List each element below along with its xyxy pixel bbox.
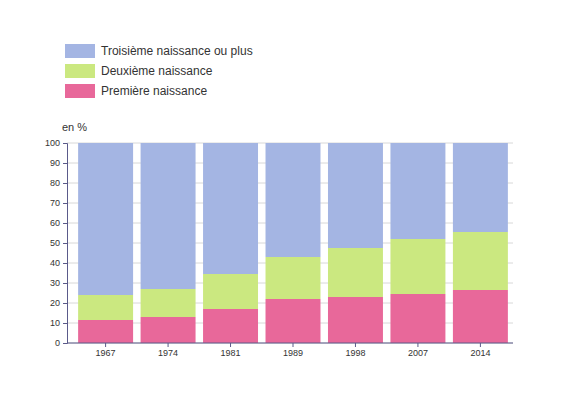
- y-tick-mark: [63, 203, 67, 204]
- y-tick-label: 80: [50, 178, 60, 188]
- bar-segment: [266, 299, 321, 343]
- legend-swatch: [65, 44, 95, 58]
- y-tick-label: 40: [50, 258, 60, 268]
- x-tick: 1967: [96, 343, 116, 358]
- x-tick: 1989: [283, 343, 303, 358]
- bar-segment: [328, 143, 383, 248]
- bar-segment: [203, 143, 258, 274]
- y-tick: 40: [50, 258, 67, 268]
- legend: Troisième naissance ou plus Deuxième nais…: [65, 44, 253, 98]
- bar-segment: [390, 239, 445, 294]
- y-tick: 0: [55, 338, 67, 348]
- y-tick: 30: [50, 278, 67, 288]
- x-tick-mark: [293, 343, 294, 347]
- x-tick-label: 1981: [221, 348, 241, 358]
- bar-segment: [453, 143, 508, 232]
- y-axis: 0 10 20 30 40 50 60 70 80 90 100: [45, 138, 68, 348]
- x-tick-label: 1989: [283, 348, 303, 358]
- bars: [78, 143, 508, 343]
- y-tick: 60: [50, 218, 67, 228]
- y-tick-label: 70: [50, 198, 60, 208]
- bar-segment: [453, 290, 508, 343]
- grid-line: [67, 343, 513, 344]
- y-tick-mark: [63, 283, 67, 284]
- y-tick-label: 0: [55, 338, 60, 348]
- y-tick-mark: [63, 323, 67, 324]
- x-tick-label: 2014: [470, 348, 490, 358]
- y-tick-label: 90: [50, 158, 60, 168]
- grid: [67, 143, 513, 343]
- y-tick-label: 50: [50, 238, 60, 248]
- y-tick: 90: [50, 158, 67, 168]
- bar-segment: [141, 317, 196, 343]
- y-tick: 50: [50, 238, 67, 248]
- bar-segment: [328, 248, 383, 297]
- bar-segment: [266, 143, 321, 257]
- x-axis: 1967 1974 1981 1989 1998 2007 2014: [67, 343, 513, 358]
- x-tick: 2014: [470, 343, 490, 358]
- x-tick-label: 2007: [408, 348, 428, 358]
- x-tick-mark: [168, 343, 169, 347]
- x-tick: 1998: [345, 343, 365, 358]
- y-tick-label: 60: [50, 218, 60, 228]
- bar-segment: [390, 294, 445, 343]
- x-tick: 1981: [221, 343, 241, 358]
- legend-swatch: [65, 64, 95, 78]
- y-tick-label: 100: [45, 138, 60, 148]
- x-tick-label: 1974: [158, 348, 178, 358]
- y-tick: 80: [50, 178, 67, 188]
- bar-segment: [453, 232, 508, 290]
- y-tick: 10: [50, 318, 67, 328]
- bar-segment: [203, 309, 258, 343]
- x-tick-label: 1967: [96, 348, 116, 358]
- chart: 0102030405060708090100196719741981198919…: [0, 0, 580, 407]
- y-tick-label: 10: [50, 318, 60, 328]
- y-tick: 100: [45, 138, 67, 148]
- y-tick-mark: [63, 243, 67, 244]
- x-tick-label: 1998: [345, 348, 365, 358]
- legend-swatch: [65, 84, 95, 98]
- x-axis-line: [67, 343, 513, 344]
- bar-segment: [78, 320, 133, 343]
- y-tick-label: 20: [50, 298, 60, 308]
- bar-segment: [78, 143, 133, 295]
- legend-label: Première naissance: [101, 84, 207, 98]
- y-tick-label: 30: [50, 278, 60, 288]
- x-tick: 1974: [158, 343, 178, 358]
- legend-label: Deuxième naissance: [101, 64, 213, 78]
- y-axis-title: en %: [62, 121, 87, 133]
- y-tick-mark: [63, 183, 67, 184]
- y-tick-mark: [63, 303, 67, 304]
- x-tick-mark: [105, 343, 106, 347]
- bar-segment: [328, 297, 383, 343]
- bar-segment: [78, 295, 133, 320]
- x-tick: 2007: [408, 343, 428, 358]
- x-tick-mark: [417, 343, 418, 347]
- x-tick-mark: [355, 343, 356, 347]
- bar-segment: [141, 289, 196, 317]
- y-tick-mark: [63, 163, 67, 164]
- legend-label: Troisième naissance ou plus: [101, 44, 253, 58]
- y-tick: 20: [50, 298, 67, 308]
- bar-segment: [390, 143, 445, 239]
- y-axis-line: [63, 144, 68, 344]
- x-tick-mark: [230, 343, 231, 347]
- y-tick-mark: [63, 223, 67, 224]
- bar-segment: [266, 257, 321, 299]
- bar-segment: [141, 143, 196, 289]
- y-tick-mark: [63, 343, 67, 344]
- y-tick-mark: [63, 263, 67, 264]
- y-tick-mark: [63, 143, 67, 144]
- x-tick-mark: [480, 343, 481, 347]
- y-tick: 70: [50, 198, 67, 208]
- bar-segment: [203, 274, 258, 309]
